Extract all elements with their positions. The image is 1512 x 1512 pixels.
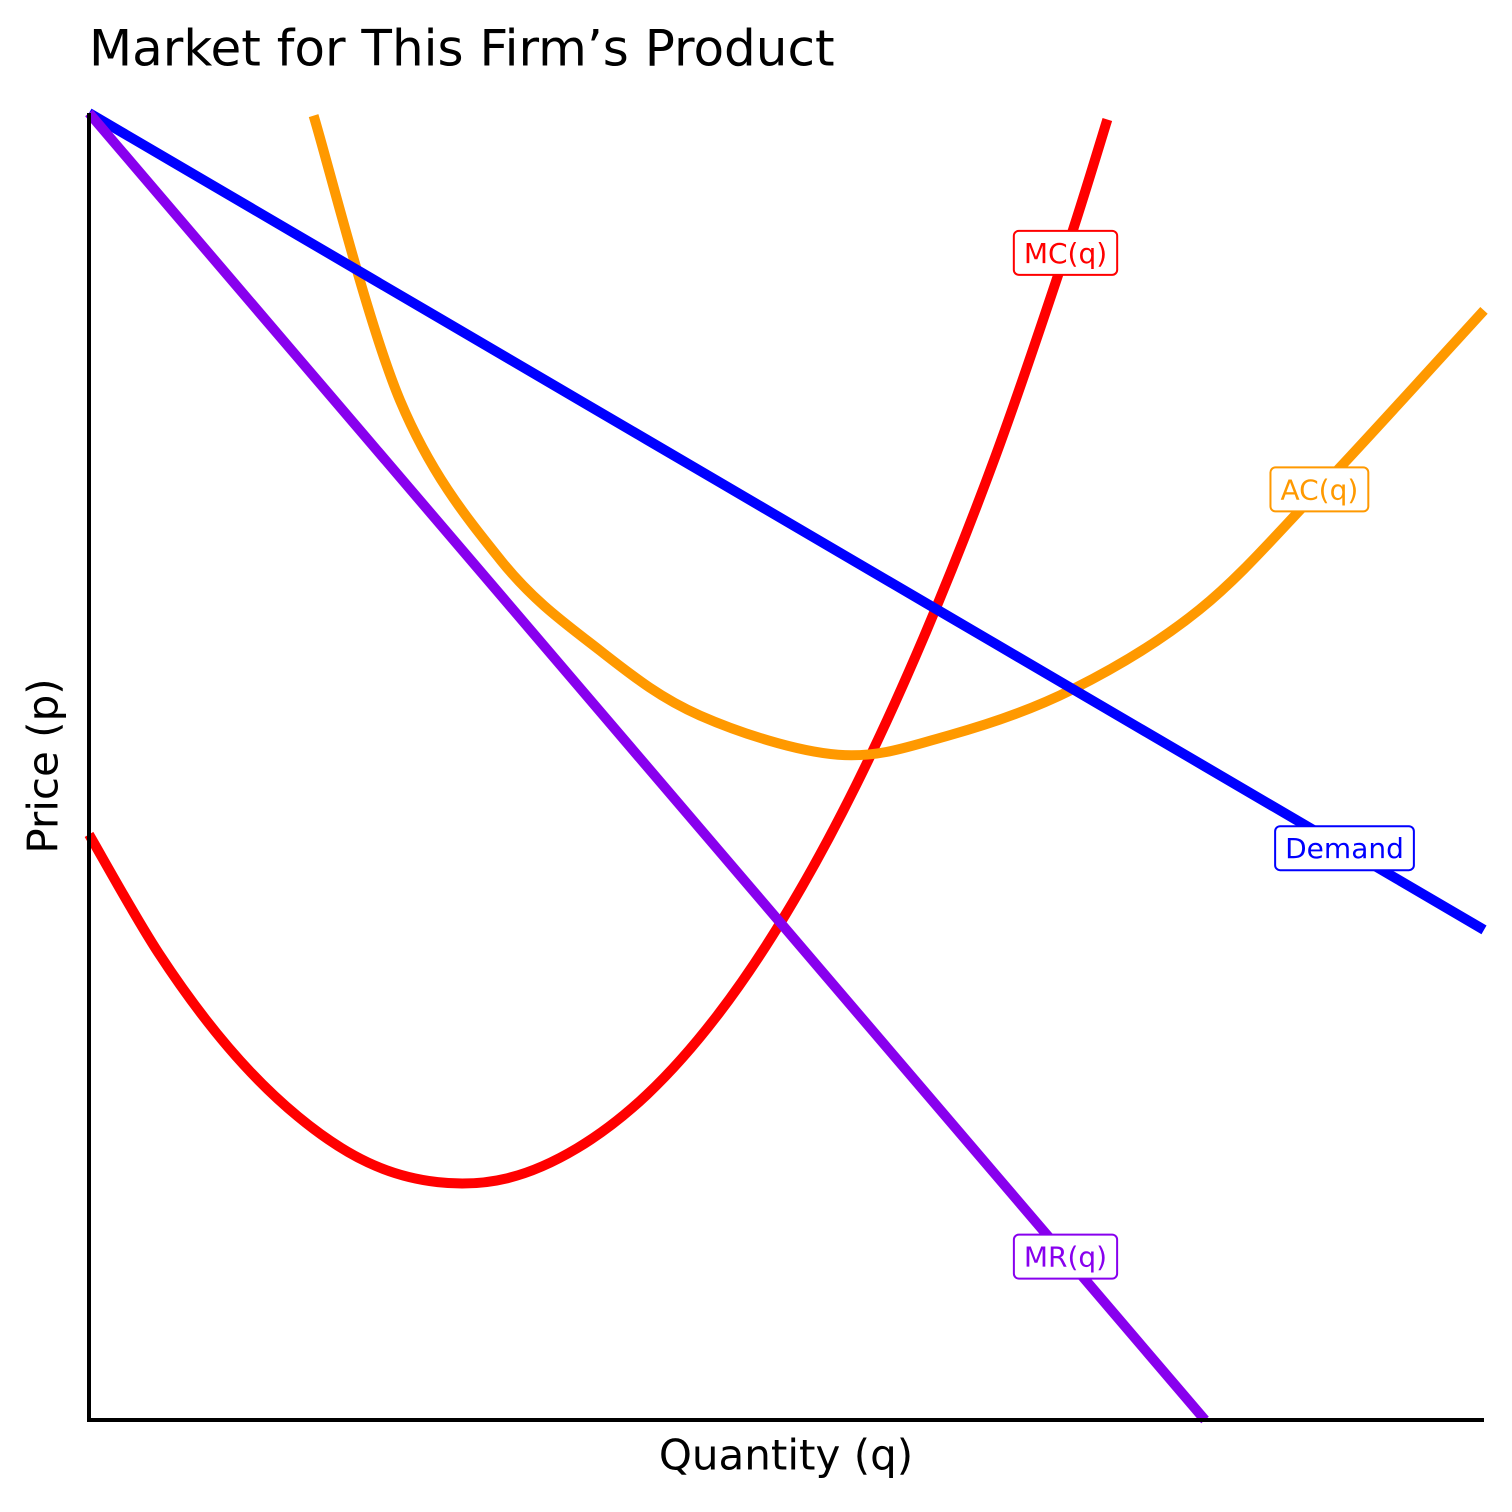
label-box [1012,1233,1119,1280]
y-axis-label: Price (p) [19,678,68,853]
curve [86,108,1487,935]
series-label-text: AC(q) [1280,473,1358,506]
series-label: MC(q) [1012,229,1119,276]
label-box [1269,466,1370,513]
series-label: AC(q) [1269,466,1370,513]
curve [308,114,1488,761]
x-axis-label: Quantity (q) [659,1431,913,1480]
chart-title: Market for This Firm’s Product [89,20,835,78]
label-box [1012,229,1119,276]
series-label-text: Demand [1285,832,1404,865]
series-label: Demand [1274,825,1415,872]
series-label-text: MR(q) [1024,1241,1107,1274]
curve [84,118,1113,1189]
series-label: MR(q) [1012,1233,1119,1280]
label-box [1274,825,1415,872]
series-label-text: MC(q) [1024,237,1107,270]
plot-area [84,108,1488,1424]
curve [85,109,1209,1424]
series-labels: MC(q) AC(q) Demand MR(q) [1012,229,1415,1280]
